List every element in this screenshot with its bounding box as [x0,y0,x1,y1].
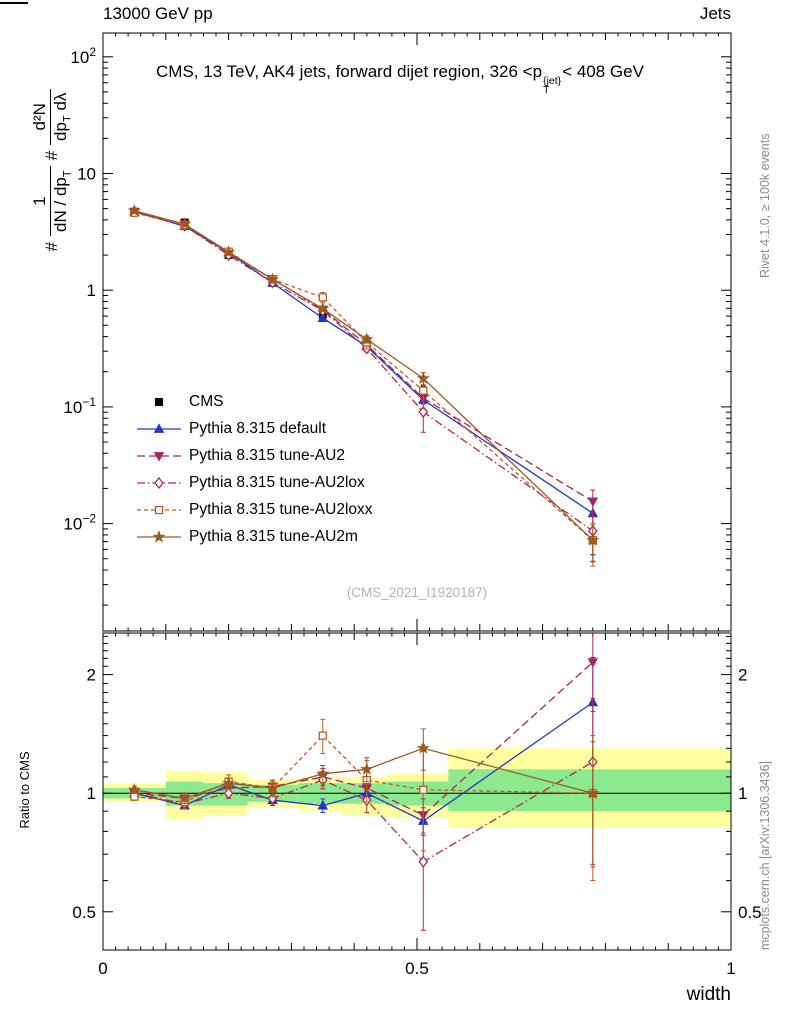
ylabel-frac1-num: 1 [30,196,50,206]
svg-text:1: 1 [87,784,96,803]
svg-text:0.5: 0.5 [405,959,429,978]
svg-text:10−1: 10−1 [63,395,96,417]
legend-label-pythia-default: Pythia 8.315 default [189,420,327,437]
legend-item-tune-au2loxx: Pythia 8.315 tune-AU2loxx [136,499,373,521]
pt-superscript: {jet} [543,75,562,87]
legend-item-tune-au2m: Pythia 8.315 tune-AU2m [136,526,373,548]
svg-text:2: 2 [87,666,96,685]
rivet-version-label: Rivet 4.1.0, ≥ 100k events [758,133,772,278]
plot-title: CMS, 13 TeV, AK4 jets, forward dijet reg… [68,62,732,95]
svg-text:10−2: 10−2 [63,512,96,534]
legend-item-cms: CMS [136,391,373,413]
ylabel-frac2-den: dpT dλ [49,88,74,145]
ylabel-hash-2: # [42,150,61,161]
svg-text:10: 10 [77,165,96,184]
corner-mark [0,2,28,4]
svg-text:1: 1 [738,784,747,803]
beam-energy-label: 13000 GeV pp [103,4,213,23]
legend-label-cms: CMS [189,393,224,410]
ratio-uncertainty-bands [103,748,731,828]
plot-title-pre: CMS, 13 TeV, AK4 jets, forward dijet reg… [156,62,543,81]
ratio-series [127,633,600,931]
svg-text:1: 1 [726,959,735,978]
tune-au2m-marker-icon [136,528,182,546]
pt-supsub: {jet} T [543,75,562,96]
y-axis-label-main: # 1 dN / dpT # d²N dpT dλ [22,20,82,320]
tune-au2loxx-marker-icon [136,501,182,519]
legend-item-pythia-default: Pythia 8.315 default [136,418,373,440]
legend-item-tune-au2lox: Pythia 8.315 tune-AU2lox [136,472,373,494]
x-axis-label: width [686,984,731,1005]
legend: CMS Pythia 8.315 default Pythia 8.315 tu… [136,391,373,548]
y-axis-label-ratio: Ratio to CMS [17,751,32,829]
analysis-id-watermark: (CMS_2021_I1920187) [346,585,488,600]
svg-text:2: 2 [738,666,747,685]
legend-item-tune-au2: Pythia 8.315 tune-AU2 [136,445,373,467]
ylabel-hash-1: # [42,241,61,252]
analysis-group-label: Jets [699,4,731,23]
ylabel-fraction-2: d²N dpT dλ [30,88,74,145]
legend-label-tune-au2loxx: Pythia 8.315 tune-AU2loxx [189,501,373,518]
legend-label-tune-au2lox: Pythia 8.315 tune-AU2lox [189,474,365,491]
mcplots-credit-label: mcplots.cern.ch [arXiv:1306.3436] [758,761,772,950]
svg-text:0.5: 0.5 [72,903,96,922]
ylabel-frac1-den: dN / dpT [49,166,74,236]
tune-au2-marker-icon [136,447,182,465]
ylabel-frac2-num: d²N [30,103,50,131]
main-series [127,203,600,567]
legend-label-tune-au2m: Pythia 8.315 tune-AU2m [189,528,358,545]
ylabel-fraction-1: 1 dN / dpT [30,166,74,236]
svg-text:0: 0 [98,959,107,978]
pt-subscript: T [543,84,550,96]
tune-au2lox-marker-icon [136,474,182,492]
axes [102,32,732,951]
cms-marker-icon [136,393,182,411]
svg-text:0.5: 0.5 [738,903,762,922]
legend-label-tune-au2: Pythia 8.315 tune-AU2 [189,447,345,464]
svg-text:1: 1 [87,281,96,300]
pythia-default-marker-icon [136,420,182,438]
plot-title-post: < 408 GeV [562,62,644,81]
